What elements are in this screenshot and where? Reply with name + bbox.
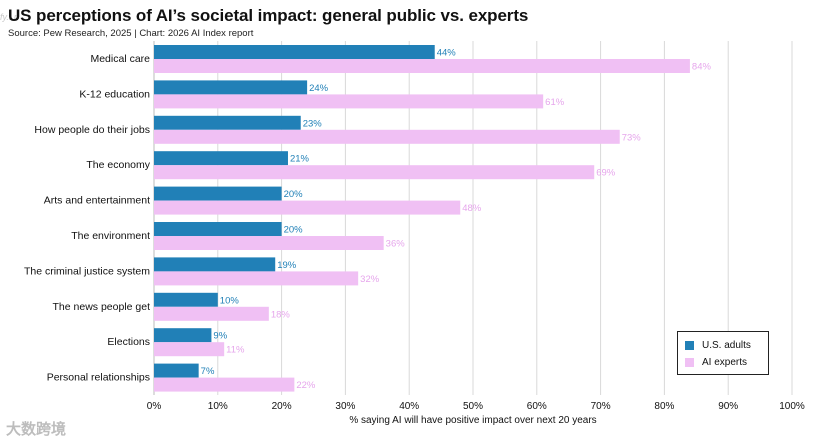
bar-ai-experts xyxy=(154,377,295,392)
legend-label-us-adults: U.S. adults xyxy=(702,340,751,351)
data-label-ai-experts: 61% xyxy=(545,97,565,108)
bar-us-adults xyxy=(154,115,301,130)
legend-label-ai-experts: AI experts xyxy=(702,357,748,368)
x-tick-label: 50% xyxy=(463,401,483,412)
bar-us-adults xyxy=(154,292,218,307)
bar-us-adults xyxy=(154,151,288,166)
bar-us-adults xyxy=(154,222,282,236)
bar-ai-experts xyxy=(154,165,595,180)
x-tick-label: 80% xyxy=(654,401,674,412)
data-label-us-adults: 23% xyxy=(303,118,323,129)
bar-us-adults xyxy=(154,80,308,95)
bar-ai-experts xyxy=(154,342,225,357)
data-label-us-adults: 19% xyxy=(277,260,297,271)
category-label: Medical care xyxy=(90,53,150,65)
x-tick-label: 70% xyxy=(591,401,611,412)
data-label-ai-experts: 84% xyxy=(692,62,712,73)
data-label-us-adults: 9% xyxy=(213,331,227,342)
category-label: The environment xyxy=(71,230,150,242)
chart-title: US perceptions of AI’s societal impact: … xyxy=(8,6,529,25)
x-tick-label: 90% xyxy=(718,401,738,412)
x-tick-label: 0% xyxy=(147,401,162,412)
legend-swatch-us-adults xyxy=(685,341,694,350)
bar-ai-experts xyxy=(154,306,269,321)
data-label-ai-experts: 11% xyxy=(226,345,245,356)
category-label: K-12 education xyxy=(79,88,150,100)
x-tick-label: 100% xyxy=(779,401,805,412)
x-tick-label: 20% xyxy=(272,401,292,412)
category-label: Elections xyxy=(107,336,150,348)
bar-us-adults xyxy=(154,328,212,343)
x-tick-label: 60% xyxy=(527,401,547,412)
category-label: Arts and entertainment xyxy=(44,195,150,207)
category-label: The economy xyxy=(86,159,150,171)
category-label: Personal relationships xyxy=(47,372,150,384)
x-tick-label: 40% xyxy=(399,401,419,412)
data-label-ai-experts: 36% xyxy=(386,239,406,250)
data-label-us-adults: 44% xyxy=(437,48,457,59)
data-label-us-adults: 20% xyxy=(284,189,304,200)
data-label-us-adults: 7% xyxy=(201,366,215,377)
data-label-us-adults: 21% xyxy=(290,154,310,165)
bar-ai-experts xyxy=(154,94,544,109)
x-axis-label: % saying AI will have positive impact ov… xyxy=(349,415,596,426)
bar-us-adults xyxy=(154,257,276,272)
data-label-ai-experts: 22% xyxy=(296,380,316,391)
data-label-us-adults: 24% xyxy=(309,83,329,94)
legend-item-us-adults: U.S. adults xyxy=(685,337,761,354)
bar-ai-experts xyxy=(154,59,690,73)
bar-ai-experts xyxy=(154,271,359,286)
x-tick-label: 30% xyxy=(335,401,355,412)
data-label-ai-experts: 32% xyxy=(360,274,380,285)
bar-ai-experts xyxy=(154,200,461,215)
watermark-top: fy...n xyxy=(0,12,19,22)
watermark-bottom: 大数跨境 xyxy=(6,421,67,438)
data-label-ai-experts: 48% xyxy=(462,203,482,214)
x-tick-label: 10% xyxy=(208,401,228,412)
data-label-ai-experts: 73% xyxy=(622,132,642,143)
chart-legend: U.S. adults AI experts xyxy=(677,331,769,375)
data-label-us-adults: 10% xyxy=(220,295,240,306)
data-label-ai-experts: 18% xyxy=(271,309,291,320)
data-label-us-adults: 20% xyxy=(284,225,304,236)
bar-ai-experts xyxy=(154,236,384,250)
bar-ai-experts xyxy=(154,129,620,144)
bar-us-adults xyxy=(154,363,199,378)
data-label-ai-experts: 69% xyxy=(596,168,616,179)
category-label: How people do their jobs xyxy=(34,124,150,136)
bar-us-adults xyxy=(154,45,435,59)
category-label: The criminal justice system xyxy=(24,265,150,277)
bar-us-adults xyxy=(154,186,282,201)
category-label: The news people get xyxy=(53,301,151,313)
chart-source: Source: Pew Research, 2025 | Chart: 2026… xyxy=(8,28,254,39)
legend-item-ai-experts: AI experts xyxy=(685,354,761,371)
legend-swatch-ai-experts xyxy=(685,358,694,367)
